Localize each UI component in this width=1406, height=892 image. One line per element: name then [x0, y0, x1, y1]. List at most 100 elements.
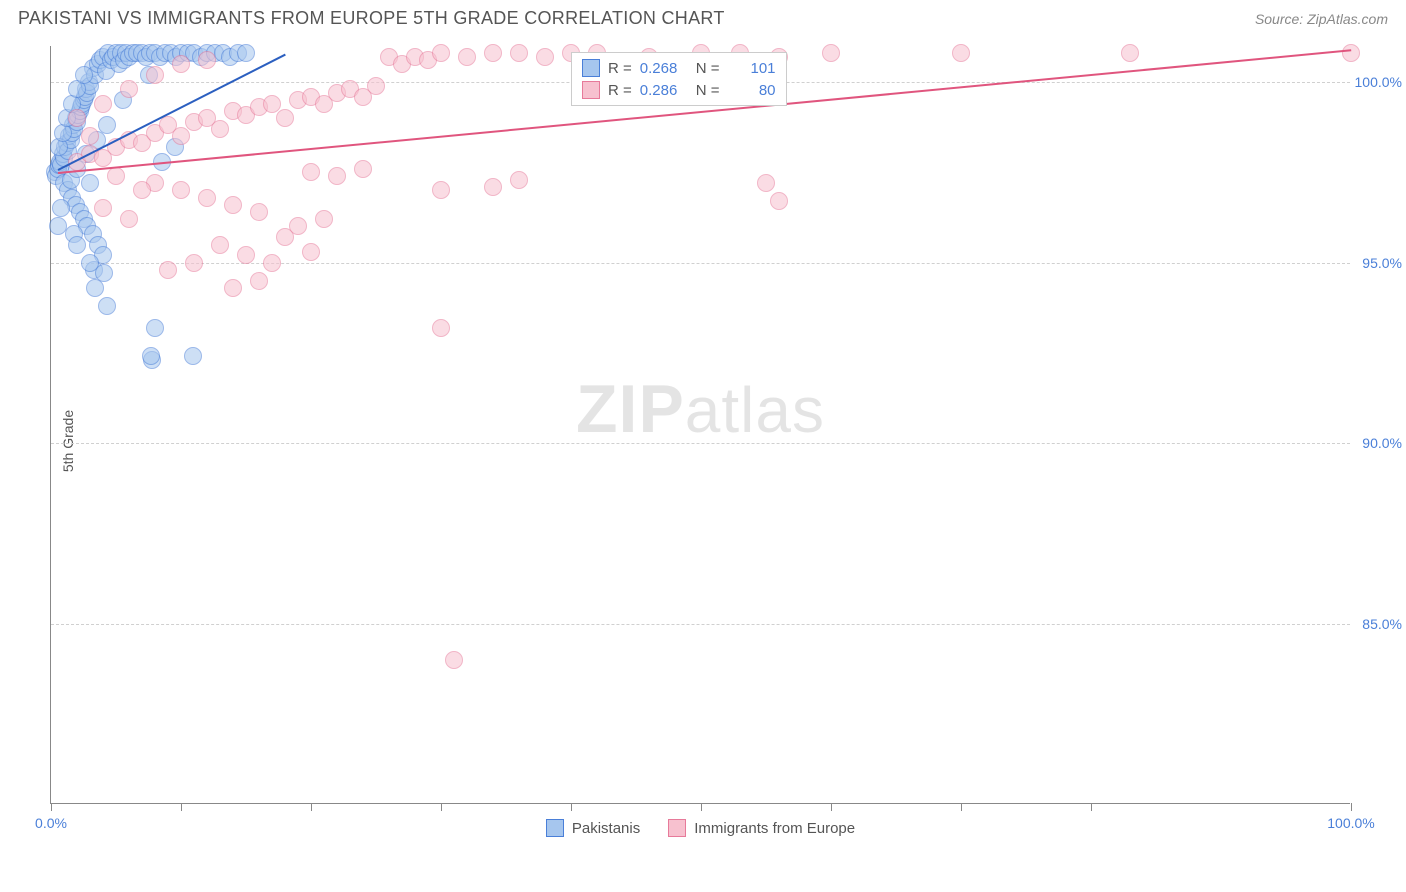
scatter-point [822, 44, 840, 62]
scatter-point [52, 199, 70, 217]
scatter-point [952, 44, 970, 62]
scatter-point [250, 203, 268, 221]
x-tick [1091, 803, 1092, 811]
stat-r-label: R = [608, 82, 632, 99]
scatter-point [432, 181, 450, 199]
scatter-point [1121, 44, 1139, 62]
x-tick [311, 803, 312, 811]
scatter-point [770, 192, 788, 210]
scatter-point [237, 44, 255, 62]
scatter-point [211, 120, 229, 138]
legend-swatch [668, 819, 686, 837]
stat-n-value: 80 [728, 82, 776, 99]
scatter-point [68, 109, 86, 127]
stat-r-label: R = [608, 60, 632, 77]
scatter-point [263, 254, 281, 272]
scatter-point [98, 116, 116, 134]
chart-header: PAKISTANI VS IMMIGRANTS FROM EUROPE 5TH … [0, 0, 1406, 35]
scatter-point [315, 210, 333, 228]
y-tick-label: 90.0% [1362, 435, 1402, 451]
scatter-point [757, 174, 775, 192]
legend-label: Immigrants from Europe [694, 820, 855, 837]
scatter-point [367, 77, 385, 95]
series-legend: Pakistanis Immigrants from Europe [51, 819, 1350, 837]
stat-r-value: 0.286 [640, 82, 688, 99]
y-tick-label: 100.0% [1355, 74, 1402, 90]
chart-source: Source: ZipAtlas.com [1255, 11, 1388, 27]
legend-item: Immigrants from Europe [668, 819, 855, 837]
scatter-point [98, 297, 116, 315]
scatter-point [224, 279, 242, 297]
legend-label: Pakistanis [572, 820, 640, 837]
scatter-point [81, 254, 99, 272]
scatter-point [289, 217, 307, 235]
y-tick-label: 85.0% [1362, 616, 1402, 632]
watermark: ZIPatlas [576, 370, 825, 448]
scatter-point [484, 178, 502, 196]
legend-swatch [582, 59, 600, 77]
x-tick [701, 803, 702, 811]
scatter-point [302, 163, 320, 181]
stat-r-value: 0.268 [640, 60, 688, 77]
scatter-point [94, 199, 112, 217]
scatter-point [276, 109, 294, 127]
scatter-point [120, 210, 138, 228]
stat-n-label: N = [696, 82, 720, 99]
scatter-point [484, 44, 502, 62]
scatter-point [1342, 44, 1360, 62]
legend-swatch [582, 81, 600, 99]
plot-area: ZIPatlas 85.0%90.0%95.0%100.0%0.0%100.0%… [50, 46, 1350, 804]
x-tick [1351, 803, 1352, 811]
scatter-point [458, 48, 476, 66]
gridline [51, 624, 1350, 625]
stat-n-value: 101 [728, 60, 776, 77]
scatter-point [445, 651, 463, 669]
scatter-point [120, 80, 138, 98]
scatter-point [172, 181, 190, 199]
x-tick [961, 803, 962, 811]
scatter-point [81, 174, 99, 192]
scatter-point [263, 95, 281, 113]
legend-swatch [546, 819, 564, 837]
scatter-point [142, 347, 160, 365]
scatter-point [237, 246, 255, 264]
scatter-point [510, 171, 528, 189]
stats-legend: R = 0.268 N = 101 R = 0.286 N = 80 [571, 52, 787, 106]
scatter-point [68, 236, 86, 254]
scatter-point [146, 66, 164, 84]
x-tick [51, 803, 52, 811]
scatter-point [198, 51, 216, 69]
scatter-point [185, 254, 203, 272]
scatter-point [224, 196, 242, 214]
gridline [51, 443, 1350, 444]
scatter-point [159, 261, 177, 279]
x-tick [441, 803, 442, 811]
scatter-point [198, 189, 216, 207]
chart-title: PAKISTANI VS IMMIGRANTS FROM EUROPE 5TH … [18, 8, 725, 29]
chart-container: 5th Grade ZIPatlas 85.0%90.0%95.0%100.0%… [50, 46, 1390, 836]
scatter-point [302, 243, 320, 261]
scatter-point [107, 167, 125, 185]
x-tick [181, 803, 182, 811]
stats-legend-row: R = 0.268 N = 101 [582, 57, 776, 79]
scatter-point [432, 319, 450, 337]
stat-n-label: N = [696, 60, 720, 77]
scatter-point [172, 127, 190, 145]
scatter-point [184, 347, 202, 365]
scatter-point [432, 44, 450, 62]
scatter-point [328, 167, 346, 185]
scatter-point [81, 127, 99, 145]
scatter-point [172, 55, 190, 73]
x-tick [831, 803, 832, 811]
scatter-point [75, 66, 93, 84]
scatter-point [536, 48, 554, 66]
legend-item: Pakistanis [546, 819, 640, 837]
scatter-point [94, 95, 112, 113]
x-tick [571, 803, 572, 811]
scatter-point [354, 160, 372, 178]
scatter-point [250, 272, 268, 290]
scatter-point [146, 319, 164, 337]
y-tick-label: 95.0% [1362, 255, 1402, 271]
scatter-point [95, 264, 113, 282]
scatter-point [49, 217, 67, 235]
